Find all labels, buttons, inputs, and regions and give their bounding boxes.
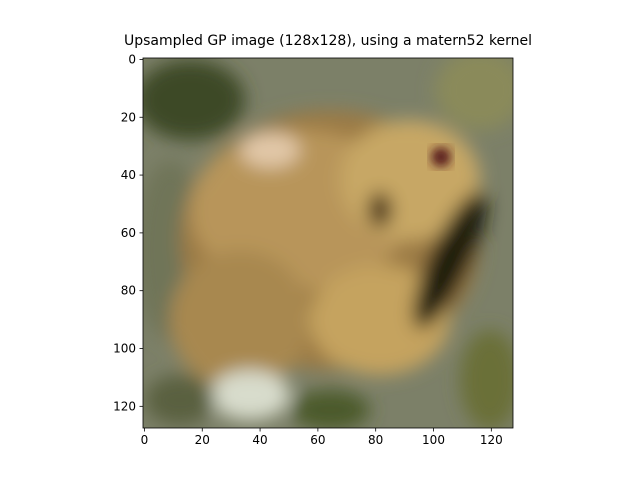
y-tick-label: 120 bbox=[113, 399, 136, 413]
axes-frame bbox=[142, 57, 514, 429]
y-tick-label: 40 bbox=[121, 168, 136, 182]
x-tick-label: 0 bbox=[141, 433, 149, 447]
image bbox=[143, 58, 513, 428]
y-tick-label: 0 bbox=[128, 52, 136, 66]
x-tick-label: 120 bbox=[480, 433, 503, 447]
x-tick-label: 20 bbox=[195, 433, 210, 447]
y-tick-label: 60 bbox=[121, 226, 136, 240]
chart-title: Upsampled GP image (128x128), using a ma… bbox=[124, 33, 532, 49]
x-tick-label: 100 bbox=[422, 433, 445, 447]
y-tick-label: 80 bbox=[121, 284, 136, 298]
x-tick-label: 40 bbox=[252, 433, 267, 447]
y-tick-label: 100 bbox=[113, 342, 136, 356]
x-tick-label: 60 bbox=[310, 433, 325, 447]
x-tick-label: 80 bbox=[368, 433, 383, 447]
y-tick-label: 20 bbox=[121, 110, 136, 124]
